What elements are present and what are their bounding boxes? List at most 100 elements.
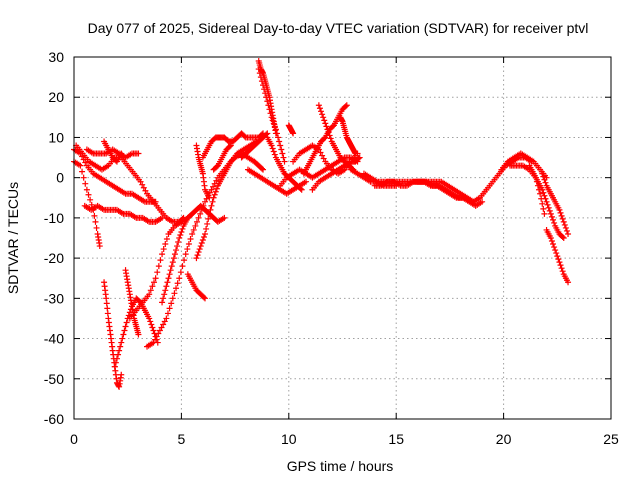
data-point [197,243,204,250]
data-point [290,130,297,137]
series-arc-17 [210,142,234,173]
data-point [559,233,566,240]
data-point [104,310,111,317]
data-point [164,310,171,317]
data-point [241,133,248,140]
data-point [541,176,548,183]
data-point [178,228,185,235]
data-point [166,305,173,312]
series-arc-10 [126,214,191,322]
data-point [155,263,162,270]
data-point [82,180,89,187]
data-point [199,237,206,244]
data-point [202,295,209,302]
data-point [540,173,547,180]
data-point [179,225,186,232]
data-point [317,149,324,156]
data-point [320,155,327,162]
data-point [539,186,546,193]
chart-title: Day 077 of 2025, Sidereal Day-to-day VTE… [88,20,589,36]
data-point [184,246,191,253]
data-point [272,130,279,137]
data-point [557,262,564,269]
data-point [182,251,189,258]
data-point [156,327,163,334]
data-point [562,224,569,231]
data-point [542,179,549,186]
data-point [343,102,350,109]
data-point [142,187,149,194]
y-tick-label: 20 [48,89,64,105]
series-arc-13 [184,271,209,302]
data-point [355,155,362,162]
data-point [565,279,572,286]
data-point [276,138,283,145]
data-point [325,129,332,136]
data-point [83,186,90,193]
data-point [93,224,100,231]
data-point [221,214,228,221]
data-point [322,120,329,127]
data-point [263,131,270,138]
data-point [193,218,200,225]
x-tick-label: 15 [388,431,404,447]
data-point [150,327,157,334]
data-point [135,331,142,338]
data-point [162,241,169,248]
data-point [206,189,213,196]
data-point [135,150,142,157]
data-point [202,230,209,237]
data-point [147,287,154,294]
data-point [190,226,197,233]
data-point [547,210,554,217]
data-point [279,150,286,157]
data-point [326,132,333,139]
series-arc-06 [101,138,127,165]
data-point [194,252,201,259]
data-point [150,339,157,346]
data-point [540,205,547,212]
data-point [111,363,118,370]
y-tick-label: 30 [48,49,64,65]
data-point [302,178,309,185]
plot-frame [73,56,612,420]
series-arc-15 [193,142,213,201]
data-point [159,299,166,306]
data-point [160,295,167,302]
data-point [112,359,119,366]
data-point [174,243,181,250]
data-point [551,244,558,251]
data-point [177,269,184,276]
data-point [119,335,126,342]
data-point [153,333,160,340]
data-point [120,331,127,338]
data-point [264,98,271,105]
data-point [164,279,171,286]
data-point [200,233,207,240]
data-point [158,324,165,331]
x-axis-label: GPS time / hours [287,458,394,474]
data-point [552,247,559,254]
data-point [540,189,547,196]
data-point [537,190,544,197]
data-point [541,210,548,217]
y-tick-label: 0 [56,170,64,186]
data-point [165,275,172,282]
data-point [92,218,99,225]
data-point [163,236,170,243]
data-point [539,170,546,177]
y-tick-label: -60 [44,411,64,427]
data-point [329,123,336,130]
data-point [565,230,572,237]
data-point [547,235,554,241]
data-point [161,291,168,298]
data-point [159,251,166,258]
data-point [543,198,550,205]
data-point [278,146,285,153]
x-tick-label: 20 [496,431,512,447]
data-point [192,222,199,229]
data-point [88,201,95,208]
x-tick-label: 5 [178,431,186,447]
data-point [207,206,214,213]
